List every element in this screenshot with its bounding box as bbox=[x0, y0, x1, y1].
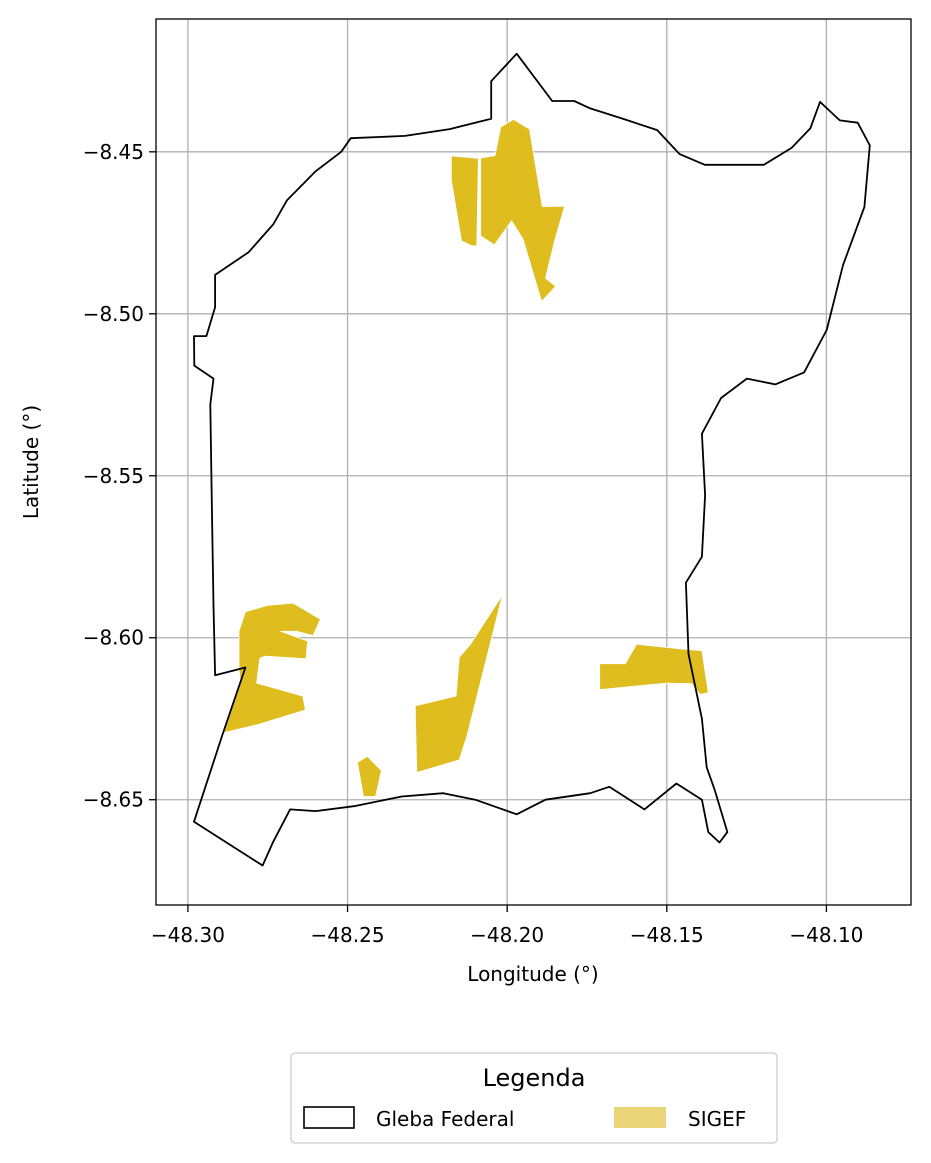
sigef-parcel bbox=[599, 643, 709, 695]
y-tick-label: −8.60 bbox=[83, 626, 144, 650]
sigef-parcel bbox=[450, 155, 479, 247]
y-tick-label: −8.65 bbox=[83, 788, 144, 812]
x-tick-label: −48.25 bbox=[311, 923, 385, 947]
x-tick-label: −48.10 bbox=[789, 923, 863, 947]
sigef-parcel bbox=[414, 594, 503, 774]
x-tick-label: −48.15 bbox=[630, 923, 704, 947]
sigef-parcel bbox=[356, 755, 382, 797]
sigef-layer bbox=[223, 118, 709, 797]
sigef-parcel bbox=[223, 602, 321, 734]
y-tick-label: −8.50 bbox=[83, 302, 144, 326]
x-tick-label: −48.30 bbox=[151, 923, 225, 947]
gleba-federal-boundary bbox=[193, 52, 871, 867]
legend-title: Legenda bbox=[483, 1064, 586, 1092]
axes-frame bbox=[155, 18, 912, 906]
x-axis-label: Longitude (°) bbox=[467, 962, 598, 986]
x-tick-label: −48.20 bbox=[470, 923, 544, 947]
legend-label-gleba: Gleba Federal bbox=[376, 1107, 514, 1131]
y-tick-label: −8.55 bbox=[83, 464, 144, 488]
x-axis-ticks: −48.30 −48.25 −48.20 −48.15 −48.10 bbox=[151, 905, 863, 947]
legend-swatch-gleba bbox=[303, 1106, 355, 1129]
y-axis-ticks: −8.45 −8.50 −8.55 −8.60 −8.65 bbox=[83, 140, 156, 812]
legend-label-sigef: SIGEF bbox=[688, 1107, 746, 1131]
gleba-layer bbox=[193, 52, 871, 867]
legend: Legenda Gleba Federal SIGEF bbox=[290, 1052, 778, 1144]
sigef-parcel bbox=[480, 118, 566, 303]
y-axis-label: Latitude (°) bbox=[19, 405, 43, 519]
legend-swatch-sigef bbox=[614, 1107, 666, 1128]
y-tick-label: −8.45 bbox=[83, 140, 144, 164]
